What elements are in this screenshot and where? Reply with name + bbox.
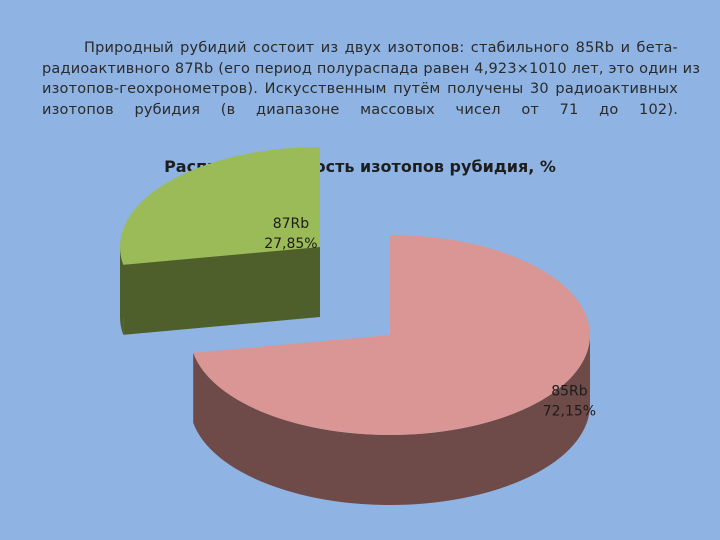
- paragraph-line-1: Природный рубидий состоит из двух изотоп…: [84, 40, 678, 56]
- paragraph-line-3: изотопов-геохронометров). Искусственным …: [42, 81, 678, 97]
- slice-value-label-87rb: 27,85%: [264, 236, 317, 252]
- description-paragraph: Природный рубидий состоит из двух изотоп…: [42, 38, 701, 120]
- pie-slice-87rb: [119, 147, 320, 265]
- slice-value-label-85rb: 72,15%: [543, 403, 596, 419]
- pie-slice-side-85rb: [193, 335, 591, 506]
- pie-slice-85rb: [193, 235, 591, 435]
- slice-name-label-85rb: 85Rb: [551, 383, 588, 399]
- paragraph-line-2: радиоактивного 87Rb (его период полурасп…: [42, 60, 701, 77]
- pie-slice-front-87rb: [120, 247, 320, 317]
- paragraph-line-4: изотопов рубидия (в диапазоне массовых ч…: [42, 101, 678, 118]
- slice-name-label-87rb: 87Rb: [273, 216, 310, 232]
